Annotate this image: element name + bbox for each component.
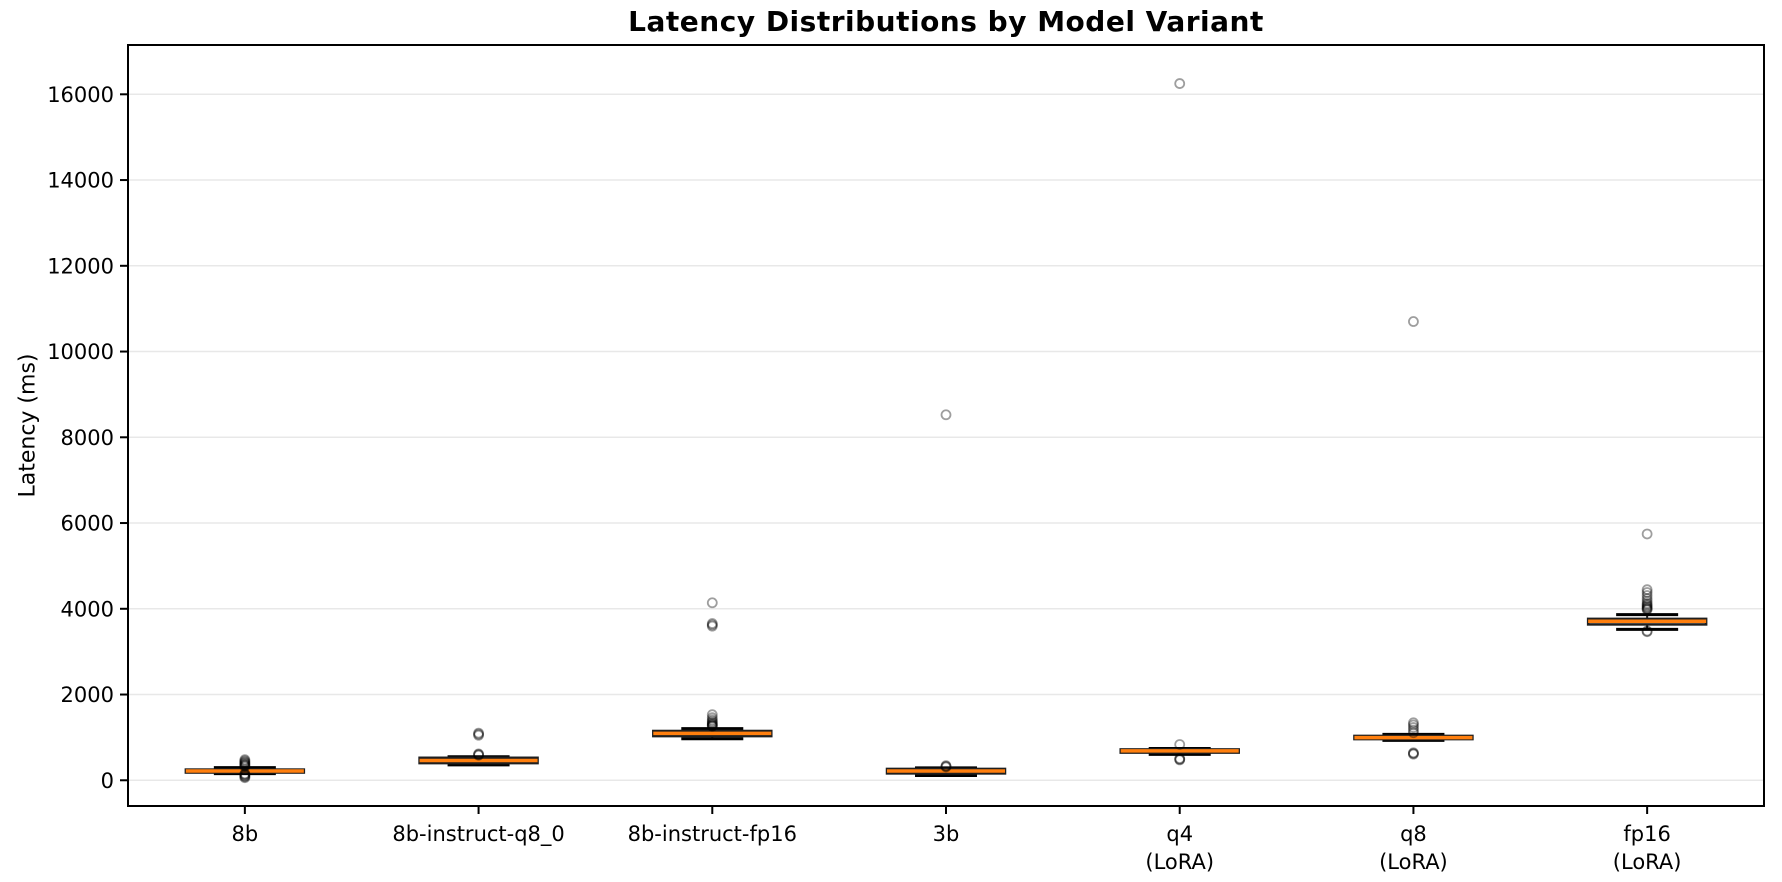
flier-point [1641,600,1653,612]
flier-point [473,749,484,760]
flier-point [239,756,251,768]
flier-point [1641,625,1653,637]
flier-point [239,754,251,766]
flier-point [239,757,251,769]
x-tick-label: (LoRA) [1145,850,1214,874]
plot-frame [127,44,1765,807]
flier-point [1641,603,1653,615]
y-tick-label: 8000 [61,426,114,450]
flier-point [706,715,718,727]
y-tick-label: 2000 [61,683,114,707]
x-tick-label: 8b [232,822,259,846]
flier-point [706,619,718,631]
flier-point [239,759,251,770]
flier-point [1408,316,1419,327]
flier-point [1641,602,1653,614]
flier-point [1641,528,1653,540]
flier-point [940,760,952,772]
flier-point [239,755,251,767]
x-tick-label: 8b-instruct-fp16 [628,822,797,846]
flier-point [706,718,718,730]
y-tick-label: 0 [101,769,114,793]
flier-point [1641,598,1653,609]
y-axis-label: Latency (ms) [15,353,41,498]
flier-point [1408,748,1419,760]
flier-point [239,771,251,783]
flier-point [706,597,718,609]
flier-point [1641,599,1653,611]
flier-point [1408,717,1419,729]
flier-point [239,772,251,784]
flier-point [706,709,718,721]
flier-point [239,759,251,771]
flier-point [1174,753,1186,765]
flier-point [1641,595,1653,607]
y-tick-label: 6000 [61,512,114,536]
flier-point [940,409,952,421]
flier-point [706,719,718,730]
x-tick-label: 8b-instruct-q8_0 [392,822,564,847]
flier-point [1641,593,1653,604]
flier-point [473,727,484,739]
flier-point [1641,590,1653,601]
flier-point [1408,722,1419,733]
x-tick-label: (LoRA) [1613,850,1682,874]
flier-point [706,720,718,732]
y-tick-label: 16000 [47,83,114,107]
flier-point [239,770,251,782]
x-tick-label: (LoRA) [1379,850,1448,874]
flier-point [1641,604,1653,616]
y-tick-label: 10000 [47,340,114,364]
flier-point [1408,748,1419,759]
flier-point [940,761,952,773]
flier-point [706,714,718,726]
flier-point [1174,753,1186,765]
flier-point [1641,626,1653,638]
flier-point [1408,724,1419,736]
flier-point [473,749,484,761]
flier-point [473,728,484,740]
flier-point [706,712,718,724]
flier-point [239,769,251,781]
y-tick-label: 14000 [47,169,114,193]
flier-point [239,768,251,780]
x-tick-label: 3b [933,822,960,846]
flier-point [1641,601,1653,613]
x-tick-label: q4 [1166,822,1193,846]
flier-point [1408,719,1419,731]
flier-point [940,760,952,772]
x-tick-label: fp16 [1623,822,1670,846]
flier-point [706,720,718,732]
flier-point [1174,78,1186,89]
flier-point [1174,754,1186,766]
flier-point [1408,727,1419,739]
flier-point [239,761,251,772]
flier-point [706,717,718,729]
chart-title: Latency Distributions by Model Variant [628,5,1264,38]
flier-point [1408,747,1419,759]
flier-point [706,620,718,632]
flier-point [706,618,718,629]
y-tick-label: 4000 [61,597,114,621]
flier-point [706,719,718,731]
y-tick-label: 12000 [47,254,114,278]
x-tick-label: q8 [1400,822,1427,846]
flier-point [239,760,251,772]
flier-point [1641,587,1653,598]
flier-point [473,729,484,741]
flier-point [239,768,251,780]
flier-point [239,758,251,769]
flier-point [473,748,484,760]
flier-point [1174,739,1186,750]
flier-point [1641,584,1653,596]
